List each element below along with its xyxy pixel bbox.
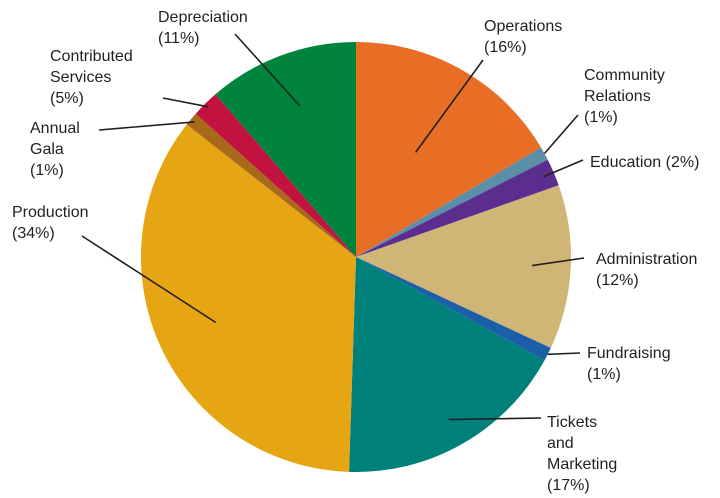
slice-label: Tickets and Marketing (17%) (547, 414, 617, 494)
slice-label-line: Education (2%) (590, 154, 699, 171)
slice-label-line: Marketing (547, 456, 617, 473)
leader-line (543, 159, 584, 178)
slice-label: Community Relations (1%) (584, 67, 665, 126)
slice-label-line: (1%) (30, 162, 64, 179)
slice-label-line: (34%) (12, 225, 55, 242)
slice-label: Production (34%) (12, 204, 89, 242)
slice-label-line: (17%) (547, 477, 590, 494)
slice-label-line: (11%) (158, 30, 200, 47)
leader-line (81, 235, 217, 324)
slice-label-line: and (547, 435, 574, 452)
slice-label-line: (12%) (596, 272, 639, 289)
slice-label: Depreciation (11%) (158, 9, 248, 47)
pie-slices (140, 42, 571, 473)
slice-label-line: Annual (30, 120, 80, 137)
leader-line (162, 97, 209, 108)
pie-slice (186, 113, 356, 257)
leader-line (531, 257, 585, 267)
slice-label-line: (1%) (587, 366, 621, 383)
slice-label-line: Production (12, 204, 89, 221)
leader-line (234, 33, 301, 107)
leader-line (448, 417, 542, 421)
slice-label-line: Community (584, 67, 665, 84)
slice-label-line: Gala (30, 141, 64, 158)
slice-label-line: (5%) (50, 90, 84, 107)
leader-lines (81, 33, 585, 421)
slice-labels: Operations (16%) Community Relations (1%) Edu… (12, 9, 699, 494)
leader-line (543, 114, 579, 155)
pie-slice (215, 42, 356, 257)
pie-slice (356, 42, 542, 257)
slice-label: Fundraising (1%) (587, 345, 671, 383)
leader-line (98, 121, 195, 131)
slice-label-line: Relations (584, 88, 651, 105)
pie-slice (356, 147, 548, 257)
slice-label-line: Tickets (547, 414, 597, 431)
slice-label-line: Fundraising (587, 345, 671, 362)
pie-slice (140, 124, 356, 472)
slice-label: Operations (16%) (484, 18, 562, 56)
pie-slice (356, 159, 559, 257)
pie-slice (195, 94, 356, 257)
leader-line (547, 352, 581, 356)
pie-slice (356, 185, 571, 349)
slice-label-line: Administration (596, 251, 697, 268)
slice-label-line: (1%) (584, 109, 618, 126)
slice-label: Administration (12%) (596, 251, 697, 289)
slice-label-line: Services (50, 69, 111, 86)
slice-label-line: Contributed (50, 48, 133, 65)
slice-label: Education (2%) (590, 154, 699, 171)
slice-label-line: Operations (484, 18, 562, 35)
slice-label: Contributed Services (5%) (50, 48, 133, 107)
pie-slice (356, 257, 551, 361)
slice-label: Annual Gala (1%) (30, 120, 80, 179)
slice-label-line: (16%) (484, 39, 527, 56)
leader-line (414, 59, 484, 153)
slice-label-line: Depreciation (158, 9, 248, 26)
